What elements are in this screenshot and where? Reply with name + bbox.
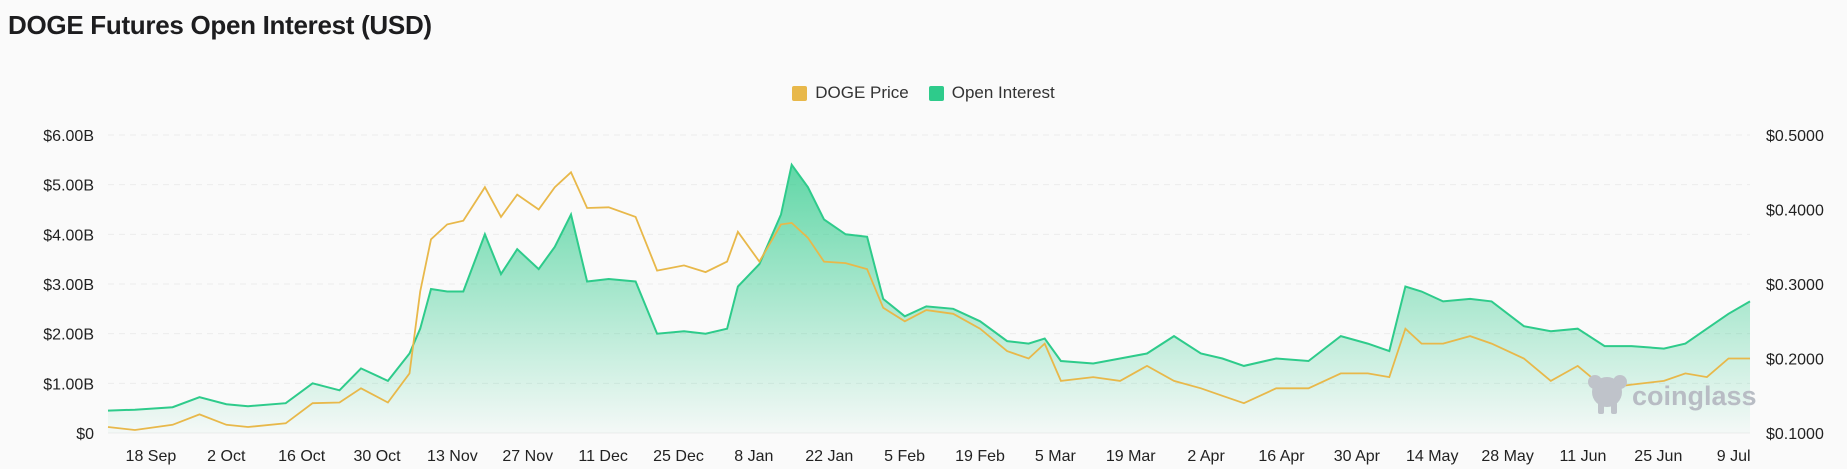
y-right-tick-label: $0.3000 <box>1766 277 1824 294</box>
x-tick-label: 18 Sep <box>126 448 177 465</box>
watermark-logo-icon <box>1588 375 1627 414</box>
open-interest-line[interactable] <box>107 162 1751 412</box>
y-right-tick-label: $0.4000 <box>1766 203 1824 220</box>
x-tick-label: 22 Jan <box>805 448 853 465</box>
x-tick-label: 19 Mar <box>1106 448 1156 465</box>
doge-price-line[interactable] <box>107 170 1750 431</box>
x-tick-label: 11 Jun <box>1560 448 1607 465</box>
y-left-tick-label: $0 <box>76 426 94 443</box>
y-left-tick-label: $3.00B <box>43 277 94 294</box>
x-tick-label: 27 Nov <box>502 448 553 465</box>
y-right-tick-label: $0.1000 <box>1766 426 1824 443</box>
legend: DOGE Price Open Interest <box>0 83 1847 103</box>
x-tick-label: 13 Nov <box>427 448 478 465</box>
x-tick-label: 28 May <box>1481 448 1533 465</box>
y-right-tick-label: $0.5000 <box>1766 128 1824 145</box>
x-axis: 18 Sep 2 Oct 16 Oct 30 Oct 13 Nov 27 Nov 11 De… <box>126 448 1751 465</box>
x-tick-label: 19 Feb <box>955 448 1005 465</box>
y-left-tick-label: $4.00B <box>43 227 94 244</box>
x-tick-label: 16 Oct <box>278 448 326 465</box>
legend-label-price: DOGE Price <box>815 83 909 102</box>
y-axis-left: $0 $1.00B $2.00B $3.00B $4.00B $5.00B $6.00B <box>43 128 94 443</box>
x-tick-label: 11 Dec <box>578 448 628 465</box>
x-tick-label: 9 Jul <box>1717 448 1751 465</box>
x-tick-label: 14 May <box>1406 448 1458 465</box>
x-tick-label: 2 Oct <box>207 448 246 465</box>
y-left-tick-label: $5.00B <box>43 178 94 195</box>
legend-item-oi[interactable]: Open Interest <box>928 83 1055 103</box>
x-tick-label: 5 Feb <box>884 448 925 465</box>
watermark-text: coinglass <box>1632 381 1757 411</box>
x-tick-label: 25 Dec <box>653 448 704 465</box>
legend-label-oi: Open Interest <box>951 83 1055 102</box>
y-left-tick-label: $1.00B <box>43 376 94 393</box>
open-interest-area <box>108 164 1750 434</box>
y-left-tick-label: $2.00B <box>43 327 94 344</box>
y-left-tick-label: $6.00B <box>43 128 94 145</box>
coinglass-watermark: coinglass <box>1588 375 1757 414</box>
y-axis-right: $0.1000 $0.2000 $0.3000 $0.4000 $0.5000 <box>1766 128 1824 443</box>
x-tick-label: 30 Apr <box>1334 448 1381 465</box>
x-tick-label: 30 Oct <box>353 448 401 465</box>
legend-swatch-price <box>792 85 808 101</box>
y-right-tick-label: $0.2000 <box>1766 352 1824 369</box>
x-tick-label: 2 Apr <box>1187 448 1225 465</box>
legend-swatch-oi <box>928 85 944 101</box>
legend-item-price[interactable]: DOGE Price <box>792 83 909 103</box>
x-tick-label: 8 Jan <box>734 448 773 465</box>
x-tick-label: 16 Apr <box>1258 448 1305 465</box>
chart-title: DOGE Futures Open Interest (USD) <box>8 10 432 40</box>
x-tick-label: 25 Jun <box>1634 448 1682 465</box>
x-tick-label: 5 Mar <box>1035 448 1077 465</box>
